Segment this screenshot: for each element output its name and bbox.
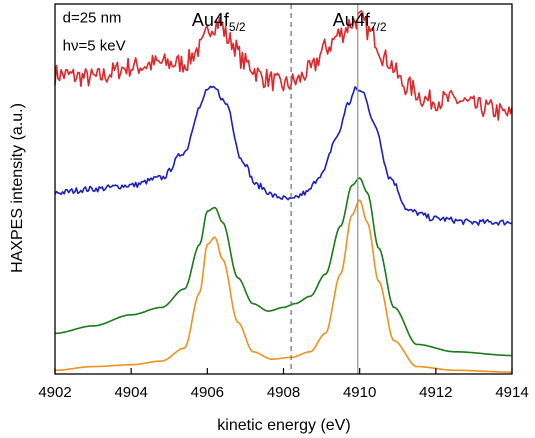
peak-label-au4f52-base: Au4f: [192, 10, 230, 30]
x-tick-label: 4906: [191, 384, 224, 401]
annotation-photon-energy: hν=5 keV: [63, 37, 126, 54]
annotation-thickness: d=25 nm: [63, 10, 122, 27]
x-tick-label: 4910: [343, 384, 376, 401]
x-axis-label: kinetic energy (eV): [217, 417, 350, 434]
series-line-3: [55, 177, 512, 357]
x-tick-label: 4914: [495, 384, 528, 401]
x-tick-label: 4902: [38, 384, 71, 401]
x-tick-label: 4908: [267, 384, 300, 401]
peak-label-au4f72: Au4f7/2: [333, 10, 387, 34]
y-axis-label: HAXPES intensity (a.u.): [9, 103, 26, 273]
peak-label-au4f52-sub: 5/2: [229, 20, 246, 34]
series-layer: [54, 10, 513, 373]
plot-frame: [54, 3, 513, 375]
series-line-4: [55, 199, 512, 373]
peak-label-au4f52: Au4f5/2: [192, 10, 246, 34]
peak-label-au4f72-sub: 7/2: [370, 20, 387, 34]
peak-label-au4f72-base: Au4f: [333, 10, 371, 30]
reference-lines: [290, 4, 359, 374]
x-tick-label: 4912: [419, 384, 452, 401]
series-line-2: [54, 85, 513, 226]
x-ticks: 4902 4904 4906 4908 4910 4912 4914: [38, 368, 529, 401]
x-tick-label: 4904: [114, 384, 147, 401]
series-line-1: [54, 10, 513, 121]
